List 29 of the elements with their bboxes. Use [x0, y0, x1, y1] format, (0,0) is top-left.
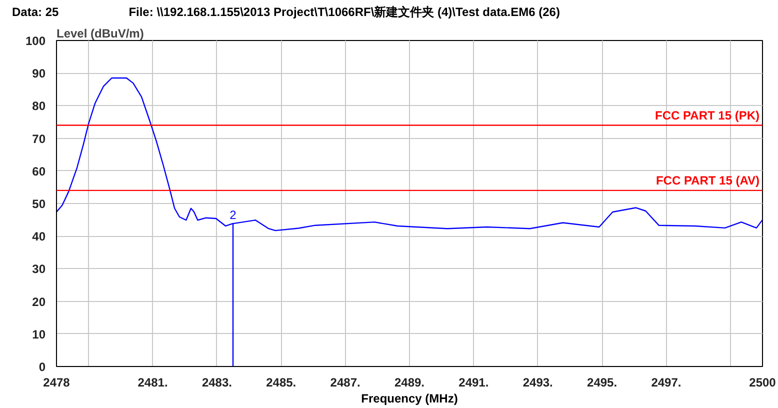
- text: Data: 25: [12, 5, 59, 19]
- text: File: \\192.168.1.155\2013 Project\T\1066RF\新建文件夹 (4)\Test data.EM6 (26): [128, 5, 560, 19]
- x-tick-label: 2485.: [266, 376, 296, 390]
- ref-line-label: FCC PART 15 (PK): [655, 108, 760, 122]
- x-tick-label: 2483.: [202, 376, 232, 390]
- x-tick-label: 2478: [43, 376, 70, 390]
- x-tick-label: 2500: [749, 376, 776, 390]
- y-tick-label: 20: [32, 294, 46, 309]
- y-tick-label: 0: [38, 360, 46, 374]
- y-tick-label: 70: [32, 132, 46, 146]
- x-axis-title: Frequency (MHz): [361, 392, 458, 406]
- y-tick-label: 60: [32, 164, 46, 178]
- x-tick-label: 2487.: [330, 376, 360, 390]
- x-tick-label: 2493.: [522, 376, 553, 390]
- x-tick-label: 2489.: [394, 376, 425, 390]
- x-tick-label: 2497.: [651, 376, 682, 390]
- y-tick-label: 50: [32, 197, 46, 211]
- y-tick-label: 100: [25, 34, 46, 48]
- y-tick-label: 80: [32, 99, 46, 114]
- annotation: 2: [230, 208, 237, 222]
- y-tick-label: 90: [32, 66, 46, 81]
- y-axis-title: Level (dBuV/m): [56, 26, 144, 40]
- y-tick-label: 10: [32, 327, 46, 342]
- ref-line-label: FCC PART 15 (AV): [656, 173, 760, 188]
- x-tick-label: 2491.: [458, 376, 489, 390]
- y-tick-label: 30: [32, 262, 46, 276]
- x-tick-label: 2481.: [138, 376, 168, 390]
- x-tick-label: 2495.: [587, 376, 618, 390]
- y-tick-label: 40: [32, 230, 46, 244]
